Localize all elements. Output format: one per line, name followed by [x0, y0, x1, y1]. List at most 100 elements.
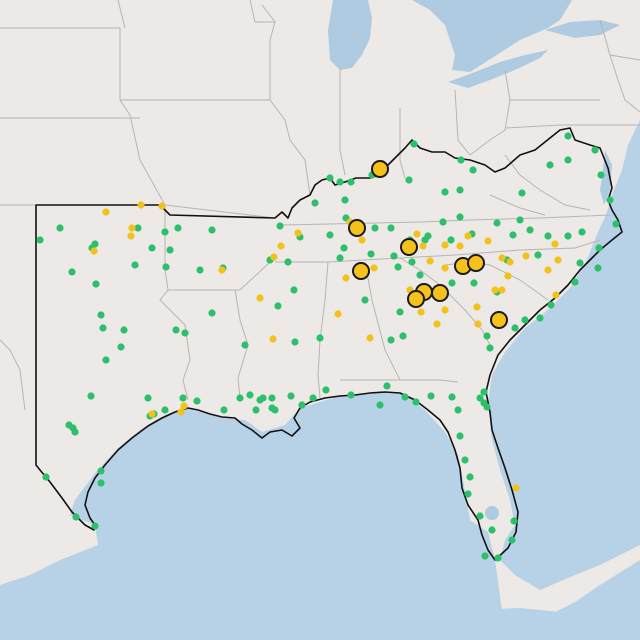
yellow-marker[interactable] [148, 410, 156, 418]
green-marker[interactable] [439, 218, 447, 226]
green-marker[interactable] [162, 263, 170, 271]
green-marker[interactable] [546, 161, 554, 169]
green-marker[interactable] [494, 554, 502, 562]
green-marker[interactable] [456, 213, 464, 221]
green-marker[interactable] [161, 406, 169, 414]
green-marker[interactable] [571, 278, 579, 286]
green-marker[interactable] [394, 263, 402, 271]
green-marker[interactable] [448, 393, 456, 401]
yellow-marker[interactable] [342, 274, 350, 282]
green-marker[interactable] [597, 171, 605, 179]
yellow-marker[interactable] [102, 208, 110, 216]
green-marker[interactable] [564, 232, 572, 240]
green-marker[interactable] [196, 266, 204, 274]
green-marker[interactable] [174, 224, 182, 232]
green-marker[interactable] [367, 250, 375, 258]
yellow-marker[interactable] [504, 272, 512, 280]
yellow-marker[interactable] [366, 334, 374, 342]
green-marker[interactable] [120, 326, 128, 334]
yellow-marker[interactable] [512, 484, 520, 492]
yellow-marker[interactable] [269, 335, 277, 343]
yellow-marker[interactable] [552, 291, 560, 299]
yellow-marker[interactable] [128, 224, 136, 232]
large-yellow-marker[interactable] [490, 311, 508, 329]
yellow-marker[interactable] [127, 232, 135, 240]
yellow-marker[interactable] [158, 202, 166, 210]
green-marker[interactable] [401, 393, 409, 401]
green-marker[interactable] [488, 526, 496, 534]
yellow-marker[interactable] [177, 408, 185, 416]
green-marker[interactable] [457, 156, 465, 164]
green-marker[interactable] [591, 146, 599, 154]
green-marker[interactable] [208, 226, 216, 234]
green-marker[interactable] [179, 394, 187, 402]
green-marker[interactable] [326, 174, 334, 182]
green-marker[interactable] [87, 392, 95, 400]
green-marker[interactable] [511, 324, 519, 332]
green-marker[interactable] [410, 140, 418, 148]
green-marker[interactable] [291, 338, 299, 346]
green-marker[interactable] [448, 279, 456, 287]
green-marker[interactable] [376, 401, 384, 409]
green-marker[interactable] [454, 406, 462, 414]
yellow-marker[interactable] [433, 320, 441, 328]
green-marker[interactable] [547, 301, 555, 309]
green-marker[interactable] [387, 224, 395, 232]
yellow-marker[interactable] [426, 257, 434, 265]
green-marker[interactable] [259, 394, 267, 402]
green-marker[interactable] [461, 456, 469, 464]
green-marker[interactable] [466, 473, 474, 481]
green-marker[interactable] [405, 176, 413, 184]
yellow-marker[interactable] [456, 242, 464, 250]
green-marker[interactable] [476, 512, 484, 520]
green-marker[interactable] [56, 224, 64, 232]
green-marker[interactable] [341, 196, 349, 204]
green-marker[interactable] [521, 316, 529, 324]
green-marker[interactable] [97, 311, 105, 319]
green-marker[interactable] [290, 286, 298, 294]
large-yellow-marker[interactable] [431, 284, 449, 302]
yellow-marker[interactable] [413, 230, 421, 238]
green-marker[interactable] [510, 517, 518, 525]
green-marker[interactable] [97, 479, 105, 487]
green-marker[interactable] [172, 326, 180, 334]
green-marker[interactable] [534, 251, 542, 259]
green-marker[interactable] [193, 397, 201, 405]
green-marker[interactable] [208, 309, 216, 317]
green-marker[interactable] [347, 391, 355, 399]
green-marker[interactable] [464, 490, 472, 498]
green-marker[interactable] [390, 252, 398, 260]
green-marker[interactable] [441, 188, 449, 196]
yellow-marker[interactable] [441, 241, 449, 249]
green-marker[interactable] [408, 258, 416, 266]
yellow-marker[interactable] [417, 308, 425, 316]
green-marker[interactable] [595, 244, 603, 252]
green-marker[interactable] [166, 246, 174, 254]
green-marker[interactable] [361, 296, 369, 304]
green-marker[interactable] [241, 341, 249, 349]
green-marker[interactable] [347, 178, 355, 186]
green-marker[interactable] [383, 382, 391, 390]
green-marker[interactable] [316, 334, 324, 342]
green-marker[interactable] [536, 314, 544, 322]
yellow-marker[interactable] [218, 266, 226, 274]
green-marker[interactable] [336, 254, 344, 262]
green-marker[interactable] [469, 166, 477, 174]
green-marker[interactable] [220, 406, 228, 414]
large-yellow-marker[interactable] [352, 262, 370, 280]
green-marker[interactable] [117, 343, 125, 351]
green-marker[interactable] [416, 271, 424, 279]
yellow-marker[interactable] [544, 266, 552, 274]
green-marker[interactable] [412, 398, 420, 406]
green-marker[interactable] [284, 258, 292, 266]
green-marker[interactable] [236, 394, 244, 402]
yellow-marker[interactable] [484, 237, 492, 245]
yellow-marker[interactable] [441, 264, 449, 272]
large-yellow-marker[interactable] [400, 238, 418, 256]
yellow-marker[interactable] [270, 253, 278, 261]
green-marker[interactable] [287, 392, 295, 400]
green-marker[interactable] [311, 199, 319, 207]
green-marker[interactable] [71, 428, 79, 436]
green-marker[interactable] [486, 344, 494, 352]
